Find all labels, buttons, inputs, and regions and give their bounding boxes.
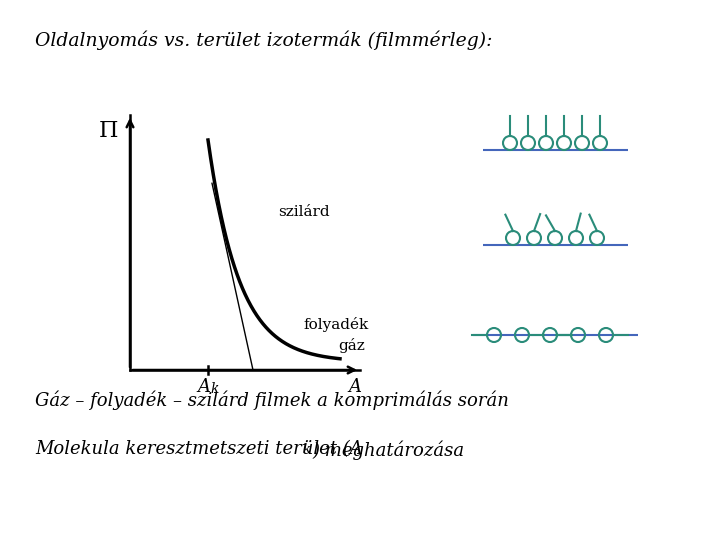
Text: Π: Π <box>98 120 118 142</box>
Text: Gáz – folyadék – szilárd filmek a komprimálás során: Gáz – folyadék – szilárd filmek a kompri… <box>35 390 509 409</box>
Text: Oldalnyomás vs. terület izotermák (filmmérleg):: Oldalnyomás vs. terület izotermák (filmm… <box>35 30 492 50</box>
Text: A: A <box>197 378 210 396</box>
Text: k: k <box>302 443 310 456</box>
Text: folyadék: folyadék <box>303 316 368 332</box>
Text: A: A <box>348 378 361 396</box>
Text: ) meghatározása: ) meghatározása <box>312 440 464 460</box>
Text: Molekula keresztmetszeti terület (A: Molekula keresztmetszeti terület (A <box>35 440 363 458</box>
Text: szilárd: szilárd <box>278 205 330 219</box>
Text: k: k <box>211 382 219 396</box>
Text: gáz: gáz <box>338 338 365 353</box>
